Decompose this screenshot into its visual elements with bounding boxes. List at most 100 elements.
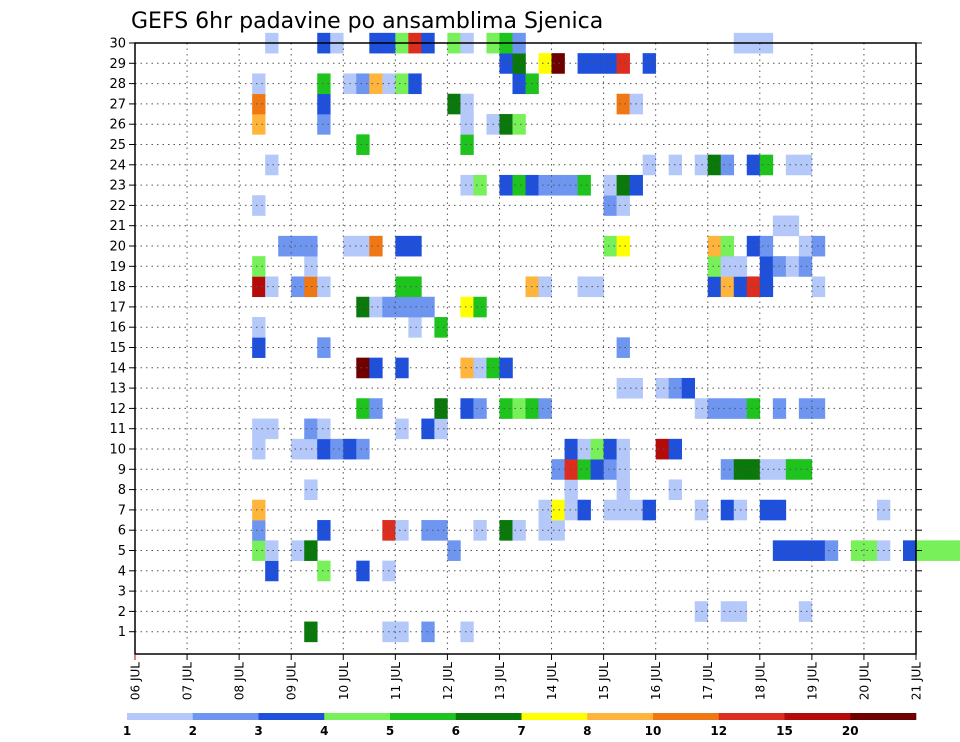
heatmap-cell: [252, 195, 266, 216]
y-tick-label: 16: [109, 321, 126, 336]
heatmap-cell: [512, 520, 526, 541]
heatmap-cell: [395, 357, 409, 379]
x-tick-label: 16 JUL: [649, 662, 663, 700]
heatmap-cell: [798, 154, 813, 176]
y-tick-label: 21: [109, 219, 126, 234]
heatmap-cell: [720, 154, 735, 176]
colorbar-swatch: [718, 713, 785, 720]
heatmap-cell: [720, 398, 735, 419]
heatmap-cell: [759, 235, 774, 257]
heatmap-cell: [538, 520, 552, 541]
heatmap-cell: [759, 256, 774, 277]
heatmap-cell: [564, 459, 578, 480]
heatmap-cell: [655, 377, 669, 399]
heatmap-cell: [616, 93, 630, 115]
y-tick-label: 3: [118, 585, 126, 600]
heatmap-cell: [564, 174, 578, 196]
heatmap-cell: [499, 174, 513, 196]
heatmap-cell: [304, 256, 318, 277]
heatmap-cell: [408, 317, 422, 338]
heatmap-cell: [538, 174, 552, 196]
heatmap-cell: [265, 560, 279, 582]
heatmap-cell: [707, 154, 722, 176]
heatmap-cell: [577, 174, 591, 196]
grid-lines: [135, 42, 916, 654]
heatmap-cell: [421, 621, 435, 643]
heatmap-cell: [265, 276, 279, 298]
heatmap-cell: [265, 154, 279, 176]
heatmap-cell: [473, 296, 487, 318]
colorbar-swatch: [258, 713, 325, 720]
heatmap-cell: [356, 296, 370, 318]
heatmap-cell: [356, 134, 370, 155]
heatmap-cell: [603, 235, 617, 257]
heatmap-cell: [824, 540, 839, 561]
heatmap-cell: [655, 438, 669, 460]
heatmap-cell: [616, 438, 630, 460]
heatmap-cell: [317, 114, 331, 135]
heatmap-cell: [785, 215, 800, 237]
heatmap-cell: [512, 73, 526, 95]
heatmap-cell: [252, 73, 266, 95]
y-tick-label: 29: [109, 57, 126, 72]
heatmap-cell: [473, 357, 487, 379]
x-tick-label: 17 JUL: [701, 662, 715, 700]
heatmap-cell: [564, 438, 578, 460]
heatmap-cell: [902, 540, 917, 561]
heatmap-cell: [421, 520, 435, 541]
heatmap-cell: [473, 398, 487, 419]
heatmap-cell: [421, 296, 435, 318]
heatmap-cell: [356, 235, 370, 257]
colorbar-label: 15: [776, 724, 793, 738]
heatmap-cell: [850, 540, 865, 561]
heatmap-cell: [642, 53, 656, 74]
heatmap-cell: [291, 276, 305, 298]
x-tick-label: 18 JUL: [753, 662, 767, 700]
colorbar-swatch: [390, 713, 457, 720]
heatmap-cell: [551, 499, 565, 521]
heatmap-cell: [811, 540, 826, 561]
heatmap-cell: [551, 520, 565, 541]
colorbar-label: 6: [452, 724, 460, 738]
heatmap-cell: [356, 73, 370, 95]
y-tick-label: 12: [109, 402, 126, 417]
heatmap-cell: [460, 114, 474, 135]
heatmap-cell: [304, 438, 318, 460]
heatmap-cell: [759, 154, 774, 176]
heatmap-cell: [317, 520, 331, 541]
y-tick-label: 23: [109, 179, 126, 194]
y-tick-label: 6: [118, 524, 126, 539]
heatmap-cell: [356, 560, 370, 582]
heatmap-cell: [291, 540, 305, 561]
heatmap-cell: [616, 174, 630, 196]
y-tick-label: 27: [109, 97, 126, 112]
heatmap-cell: [512, 114, 526, 135]
y-tick-label: 25: [109, 138, 126, 153]
x-tick-label: 08 JUL: [233, 662, 247, 700]
heatmap-cell: [642, 499, 656, 521]
heatmap-cell: [512, 398, 526, 419]
heatmap-cell: [421, 418, 435, 440]
heatmap-cell: [720, 256, 735, 277]
chart-title: GEFS 6hr padavine po ansamblima Sjenica: [131, 9, 603, 34]
colorbar-legend: 1 2 3 4 5 6 7 8 10 12 15 20: [123, 713, 917, 738]
heatmap-cell: [291, 235, 305, 257]
heatmap-cell: [460, 174, 474, 196]
heatmap-cell: [408, 73, 422, 95]
heatmap-cell: [798, 459, 813, 480]
colorbar-label: 20: [842, 724, 859, 738]
heatmap-cell: [317, 337, 331, 358]
y-tick-label: 28: [109, 77, 126, 92]
heatmap-cell: [499, 53, 513, 74]
heatmap-cell: [252, 93, 266, 115]
heatmap-cell: [642, 154, 656, 176]
heatmap-cell: [798, 601, 813, 622]
heatmap-cell: [356, 438, 370, 460]
heatmap-cell: [603, 53, 617, 74]
y-tick-label: 9: [118, 463, 126, 478]
heatmap-cells: [252, 32, 960, 643]
heatmap-cell: [369, 73, 383, 95]
y-tick-label: 18: [109, 280, 126, 295]
heatmap-cell: [746, 154, 761, 176]
heatmap-cell: [304, 418, 318, 440]
